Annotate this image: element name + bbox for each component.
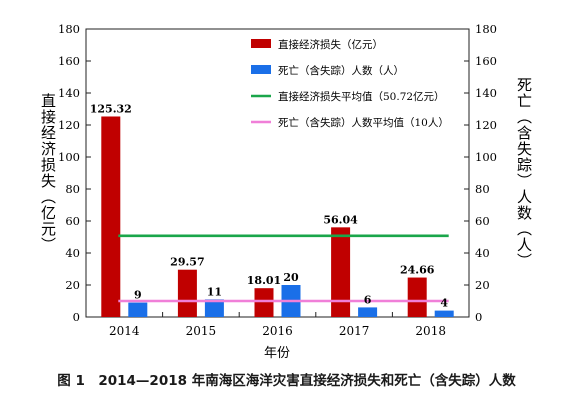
y-axis-label-left: 直接经济损失（亿元） [39, 93, 57, 253]
left-tick-label: 100 [58, 150, 80, 164]
x-axis-ticks: 2014 2015 2016 2017 2018 [109, 312, 446, 338]
y-axis-label-right: 死亡（含失踪）人数（人） [515, 77, 533, 269]
left-tick-label: 180 [58, 22, 80, 36]
figure-caption: 图 1 2014—2018 年南海区海洋灾害直接经济损失和死亡（含失踪）人数 [57, 373, 516, 389]
right-tick-label: 60 [475, 214, 490, 228]
economic-loss-bar [177, 269, 197, 317]
legend-economic-loss-swatch [251, 39, 271, 48]
left-axis-ticks: 0 20 40 60 80 100 120 140 160 180 [58, 22, 91, 324]
legend-loss-average-label: 直接经济损失平均值（50.72亿元） [278, 90, 445, 103]
legend: 直接经济损失（亿元） 死亡（含失踪）人数（人） 直接经济损失平均值（50.72亿元）… [251, 38, 449, 129]
economic-loss-value-label: 125.32 [90, 102, 132, 115]
x-axis-label: 年份 [264, 346, 290, 361]
casualty-bar [128, 302, 148, 317]
casualty-value-label: 11 [207, 285, 222, 298]
x-tick-label: 2018 [415, 324, 446, 338]
right-tick-label: 40 [475, 246, 490, 260]
x-tick-label: 2017 [339, 324, 370, 338]
legend-economic-loss-label: 直接经济损失（亿元） [278, 38, 383, 51]
legend-casualty-average-label: 死亡（含失踪）人数平均值（10人） [278, 116, 449, 129]
economic-loss-value-label: 29.57 [170, 256, 204, 269]
casualty-value-label: 4 [440, 297, 448, 310]
bar-value-labels: 125.32 29.57 18.01 56.04 24.66 9 11 20 6 4 [90, 102, 449, 309]
left-tick-label: 40 [65, 246, 80, 260]
right-axis-ticks: 0 20 40 60 80 100 120 140 160 180 [464, 22, 497, 324]
x-tick-label: 2015 [186, 324, 217, 338]
casualty-bar [204, 299, 224, 317]
casualty-bar [434, 310, 454, 317]
right-tick-label: 100 [475, 150, 497, 164]
right-tick-label: 160 [475, 54, 497, 68]
left-tick-label: 80 [65, 182, 80, 196]
economic-loss-bar [407, 277, 427, 317]
right-tick-label: 0 [475, 310, 482, 324]
left-tick-label: 20 [65, 278, 80, 292]
left-tick-label: 120 [58, 118, 80, 132]
left-tick-label: 0 [73, 310, 80, 324]
right-tick-label: 20 [475, 278, 490, 292]
economic-loss-bar [331, 227, 351, 317]
casualty-value-label: 9 [134, 289, 142, 302]
legend-casualty-swatch [251, 65, 271, 74]
economic-loss-value-label: 56.04 [323, 213, 358, 226]
economic-loss-value-label: 24.66 [400, 264, 435, 277]
right-tick-label: 80 [475, 182, 490, 196]
reference-lines [118, 234, 449, 303]
left-tick-label: 140 [58, 86, 80, 100]
right-tick-label: 180 [475, 22, 497, 36]
economic-loss-bar [254, 288, 274, 317]
legend-casualty-label: 死亡（含失踪）人数（人） [278, 64, 404, 77]
x-tick-label: 2014 [109, 324, 140, 338]
right-tick-label: 140 [475, 86, 497, 100]
right-tick-label: 120 [475, 118, 497, 132]
plot-frame [85, 28, 470, 318]
casualty-value-label: 20 [283, 271, 299, 284]
left-tick-label: 60 [65, 214, 80, 228]
economic-loss-bar [101, 116, 121, 317]
casualty-value-label: 6 [364, 293, 372, 306]
economic-loss-value-label: 18.01 [247, 274, 281, 287]
casualty-bar [358, 307, 378, 317]
left-tick-label: 160 [58, 54, 80, 68]
x-tick-label: 2016 [262, 324, 293, 338]
bars [101, 116, 454, 317]
